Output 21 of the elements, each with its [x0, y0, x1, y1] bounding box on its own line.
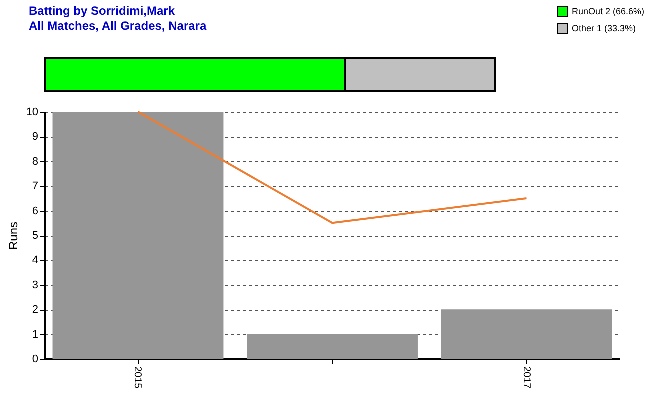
bar: [441, 310, 612, 359]
chart-subtitle: All Matches, All Grades, Narara: [29, 19, 207, 33]
y-tick-label: 0: [32, 354, 38, 366]
y-tick-label: 6: [32, 205, 38, 218]
y-tick-label: 3: [32, 279, 38, 292]
legend-label: Other 1 (33.3%): [572, 24, 636, 34]
y-tick-label: 10: [26, 106, 38, 118]
y-tick-label: 5: [32, 230, 38, 242]
bar: [247, 334, 418, 359]
y-tick-label: 2: [32, 304, 38, 316]
y-tick-label: 9: [32, 131, 38, 144]
x-tick-label: 2015: [132, 366, 144, 390]
y-tick-label: 4: [32, 254, 38, 267]
bar: [52, 112, 224, 359]
y-axis-title: Runs: [6, 222, 20, 250]
y-tick-label: 8: [32, 156, 38, 168]
x-tick-label: 2017: [520, 366, 532, 390]
legend-label: RunOut 2 (66.6%): [572, 6, 645, 16]
y-tick-label: 1: [32, 328, 38, 341]
chart-title: Batting by Sorridimi,Mark: [29, 4, 176, 18]
y-tick-label: 7: [32, 180, 38, 193]
